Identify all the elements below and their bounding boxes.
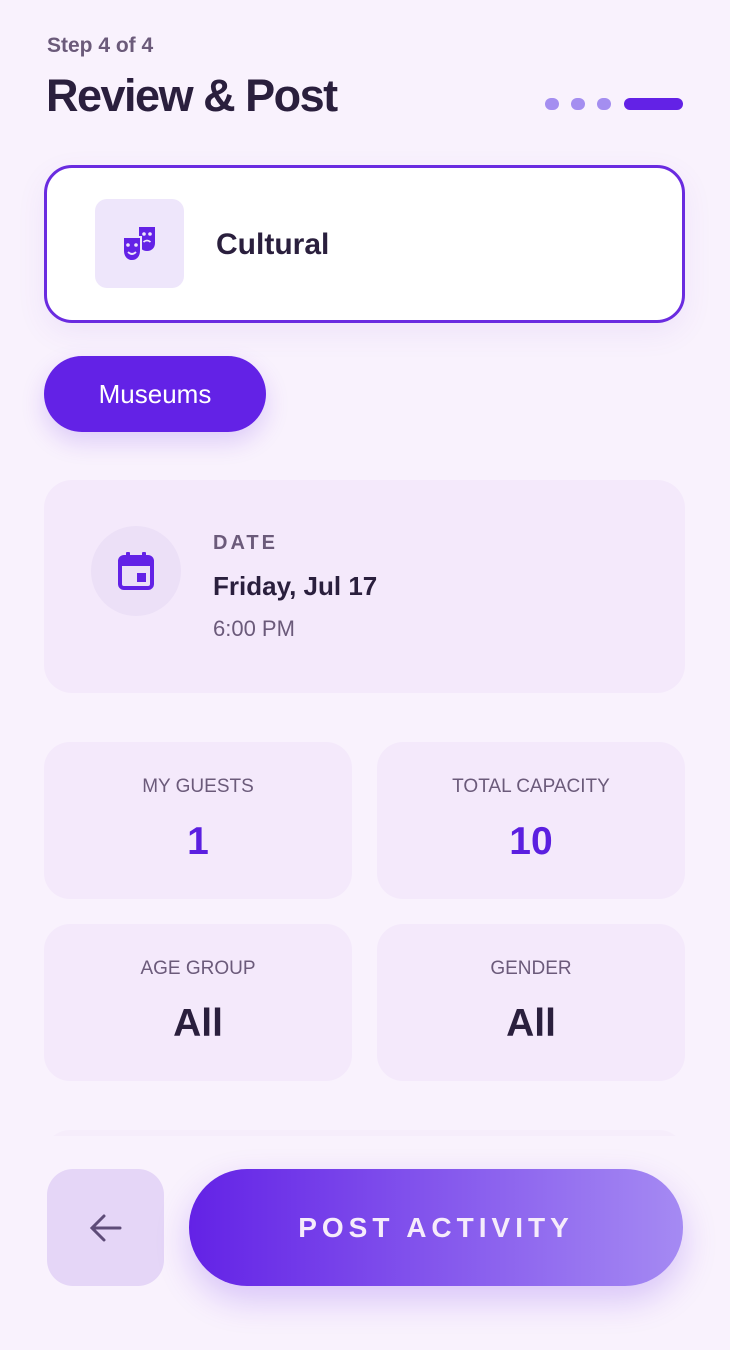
category-card[interactable]: Cultural <box>44 165 685 323</box>
arrow-left-icon <box>89 1214 121 1241</box>
stat-value: 10 <box>509 820 553 863</box>
step-indicator-text: Step 4 of 4 <box>47 34 154 57</box>
stat-gender: GENDER All <box>377 924 685 1081</box>
back-button[interactable] <box>47 1169 164 1286</box>
stat-total-capacity: TOTAL CAPACITY 10 <box>377 742 685 899</box>
stat-value: All <box>173 1002 223 1045</box>
date-label: DATE <box>213 532 278 554</box>
category-label: Cultural <box>216 228 330 261</box>
time-value: 6:00 PM <box>213 616 295 641</box>
progress-step-1 <box>545 98 559 110</box>
subcategory-chip[interactable]: Museums <box>44 356 266 432</box>
date-card: DATE Friday, Jul 17 6:00 PM <box>44 480 685 693</box>
page-title: Review & Post <box>46 70 338 121</box>
stat-label: GENDER <box>490 958 572 979</box>
calendar-icon <box>91 526 181 616</box>
stat-age-group: AGE GROUP All <box>44 924 352 1081</box>
stat-my-guests: MY GUESTS 1 <box>44 742 352 899</box>
post-activity-button[interactable]: POST ACTIVITY <box>189 1169 683 1286</box>
progress-step-2 <box>571 98 585 110</box>
stat-label: TOTAL CAPACITY <box>452 776 610 797</box>
stat-label: MY GUESTS <box>142 776 254 797</box>
stat-label: AGE GROUP <box>140 958 256 979</box>
progress-step-3 <box>597 98 611 110</box>
progress-step-4-active <box>624 98 683 110</box>
stat-value: All <box>506 1002 556 1045</box>
theater-masks-icon <box>95 199 184 288</box>
stat-value: 1 <box>187 820 209 863</box>
date-value: Friday, Jul 17 <box>213 571 378 601</box>
